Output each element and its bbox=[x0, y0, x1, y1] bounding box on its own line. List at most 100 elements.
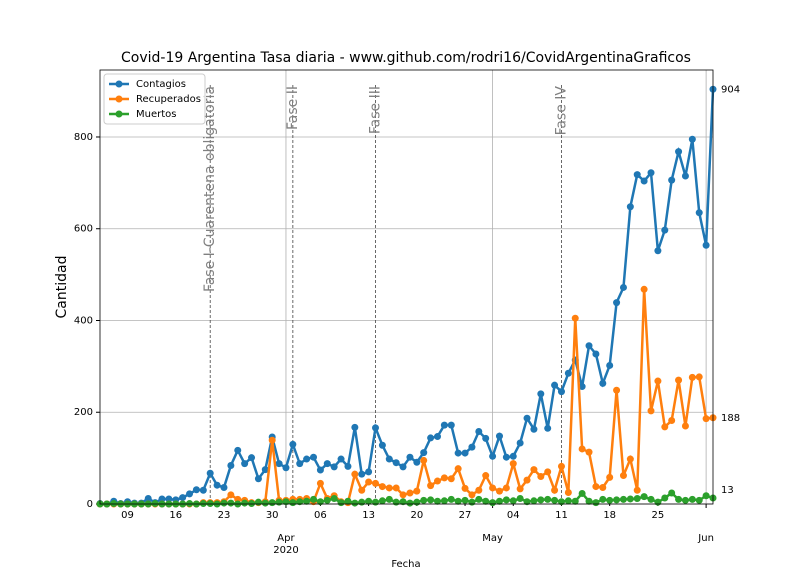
data-point bbox=[365, 478, 373, 486]
data-point bbox=[544, 495, 552, 503]
data-point bbox=[427, 482, 435, 490]
data-point bbox=[323, 460, 331, 468]
data-point bbox=[427, 496, 435, 504]
data-point bbox=[702, 241, 710, 249]
legend-marker bbox=[115, 110, 123, 118]
data-point bbox=[110, 500, 118, 508]
data-point bbox=[530, 497, 538, 505]
data-point bbox=[372, 424, 380, 432]
x-tick-label: 20 bbox=[410, 510, 423, 521]
data-point bbox=[220, 483, 228, 491]
y-tick-label: 200 bbox=[74, 407, 93, 418]
data-point bbox=[475, 486, 483, 494]
data-point bbox=[654, 247, 662, 255]
data-point bbox=[668, 489, 676, 497]
data-point bbox=[358, 486, 366, 494]
data-point bbox=[344, 462, 352, 470]
data-point bbox=[695, 496, 703, 504]
data-point bbox=[351, 499, 359, 507]
data-point bbox=[626, 455, 634, 463]
data-point bbox=[144, 494, 152, 502]
data-point bbox=[557, 388, 565, 396]
x-tick-label: 09 bbox=[121, 510, 134, 521]
data-point bbox=[647, 407, 655, 415]
data-point bbox=[433, 497, 441, 505]
data-point bbox=[654, 498, 662, 506]
data-point bbox=[633, 494, 641, 502]
x-tick-label: May bbox=[482, 533, 503, 544]
data-point bbox=[468, 491, 476, 499]
data-point bbox=[675, 148, 683, 156]
data-point bbox=[413, 487, 421, 495]
data-point bbox=[406, 489, 414, 497]
data-point bbox=[358, 498, 366, 506]
data-point bbox=[585, 342, 593, 350]
data-point bbox=[606, 473, 614, 481]
data-point bbox=[241, 499, 249, 507]
data-point bbox=[619, 495, 627, 503]
end-value-label: 13 bbox=[721, 485, 734, 496]
data-point bbox=[310, 453, 318, 461]
data-point bbox=[433, 477, 441, 485]
data-point bbox=[633, 486, 641, 494]
data-point bbox=[316, 479, 324, 487]
data-point bbox=[378, 441, 386, 449]
data-point bbox=[399, 491, 407, 499]
data-point bbox=[468, 498, 476, 506]
end-value-label: 904 bbox=[721, 84, 740, 95]
data-point bbox=[688, 135, 696, 143]
data-point bbox=[461, 449, 469, 457]
x-tick-label: 18 bbox=[603, 510, 616, 521]
x-tick-label: 25 bbox=[652, 510, 665, 521]
data-point bbox=[282, 498, 290, 506]
legend-marker bbox=[115, 80, 123, 88]
y-tick-label: 800 bbox=[74, 132, 93, 143]
data-point bbox=[365, 497, 373, 505]
data-point bbox=[454, 465, 462, 473]
data-point bbox=[502, 484, 510, 492]
data-point bbox=[613, 386, 621, 394]
data-point bbox=[440, 497, 448, 505]
data-point bbox=[647, 495, 655, 503]
data-point bbox=[227, 461, 235, 469]
x-tick-label: 16 bbox=[169, 510, 182, 521]
phase-label: Fase I-Cuarentena obligatoria bbox=[202, 86, 218, 292]
data-point bbox=[585, 497, 593, 505]
data-point bbox=[695, 373, 703, 381]
data-point bbox=[495, 432, 503, 440]
data-point bbox=[523, 498, 531, 506]
data-point bbox=[289, 499, 297, 507]
data-point bbox=[151, 500, 159, 508]
data-point bbox=[688, 495, 696, 503]
data-point bbox=[551, 496, 559, 504]
data-point bbox=[675, 495, 683, 503]
data-point bbox=[633, 171, 641, 179]
data-point bbox=[248, 500, 256, 508]
data-point bbox=[199, 486, 207, 494]
data-point bbox=[248, 454, 256, 462]
data-point bbox=[489, 499, 497, 507]
data-point bbox=[523, 476, 531, 484]
data-point bbox=[330, 494, 338, 502]
data-point bbox=[557, 462, 565, 470]
data-point bbox=[502, 453, 510, 461]
data-point bbox=[206, 469, 214, 477]
legend-label: Muertos bbox=[136, 109, 176, 120]
data-point bbox=[551, 381, 559, 389]
data-point bbox=[475, 428, 483, 436]
data-point bbox=[227, 491, 235, 499]
data-point bbox=[392, 459, 400, 467]
y-tick-label: 400 bbox=[74, 315, 93, 326]
data-point bbox=[192, 486, 200, 494]
data-point bbox=[551, 486, 559, 494]
data-point bbox=[344, 497, 352, 505]
x-tick-label: 04 bbox=[507, 510, 520, 521]
data-point bbox=[461, 484, 469, 492]
x-tick-label: 30 bbox=[266, 510, 279, 521]
data-point bbox=[275, 498, 283, 506]
data-point bbox=[406, 499, 414, 507]
x-axis-label: Fecha bbox=[391, 559, 420, 570]
data-point bbox=[296, 498, 304, 506]
y-tick-label: 0 bbox=[87, 499, 93, 510]
